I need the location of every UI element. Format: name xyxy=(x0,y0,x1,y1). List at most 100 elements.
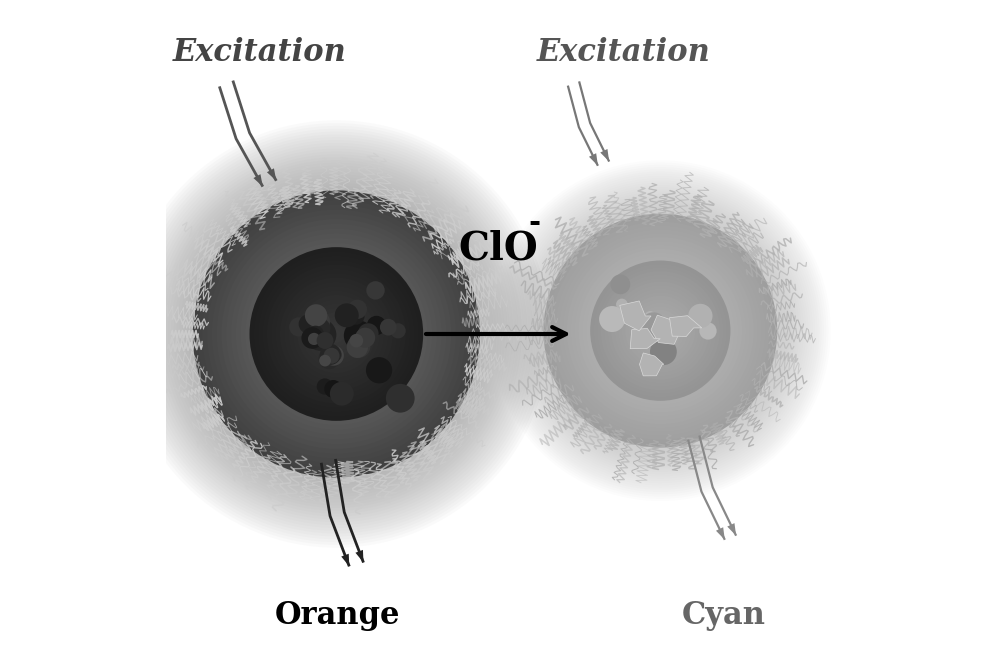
Circle shape xyxy=(590,261,730,401)
Text: Excitation: Excitation xyxy=(537,37,710,67)
Circle shape xyxy=(347,335,370,358)
Circle shape xyxy=(328,325,345,343)
Circle shape xyxy=(594,264,727,397)
Circle shape xyxy=(319,317,354,351)
Circle shape xyxy=(310,308,362,360)
Text: Cyan: Cyan xyxy=(682,601,766,631)
Circle shape xyxy=(324,380,342,398)
Polygon shape xyxy=(267,168,276,181)
Circle shape xyxy=(320,344,341,365)
Circle shape xyxy=(299,315,318,333)
Circle shape xyxy=(386,384,415,413)
Circle shape xyxy=(332,330,341,339)
Circle shape xyxy=(646,317,674,345)
Circle shape xyxy=(616,299,628,310)
Circle shape xyxy=(598,269,723,393)
Circle shape xyxy=(198,195,475,473)
Circle shape xyxy=(347,337,368,358)
Circle shape xyxy=(306,313,317,324)
Circle shape xyxy=(258,256,414,412)
Circle shape xyxy=(263,261,410,407)
Circle shape xyxy=(310,318,330,339)
Polygon shape xyxy=(716,527,725,540)
Circle shape xyxy=(350,334,363,347)
Circle shape xyxy=(348,300,367,319)
Circle shape xyxy=(367,316,386,335)
Text: Excitation: Excitation xyxy=(173,37,346,67)
Circle shape xyxy=(301,327,323,349)
Circle shape xyxy=(317,332,333,349)
Circle shape xyxy=(345,305,362,322)
Circle shape xyxy=(250,247,423,421)
Polygon shape xyxy=(589,153,598,166)
Circle shape xyxy=(274,272,399,396)
Circle shape xyxy=(324,345,344,365)
Circle shape xyxy=(269,267,403,401)
Polygon shape xyxy=(640,353,664,376)
Circle shape xyxy=(344,321,374,351)
Polygon shape xyxy=(727,523,736,536)
Circle shape xyxy=(280,278,393,390)
Polygon shape xyxy=(651,315,681,344)
Circle shape xyxy=(629,299,691,362)
Circle shape xyxy=(555,226,766,436)
Circle shape xyxy=(241,238,432,430)
Circle shape xyxy=(650,320,671,341)
Circle shape xyxy=(348,308,365,325)
Circle shape xyxy=(265,263,408,406)
Circle shape xyxy=(543,214,777,448)
Circle shape xyxy=(342,307,355,320)
Text: -: - xyxy=(529,208,541,237)
Circle shape xyxy=(355,327,375,348)
Polygon shape xyxy=(600,149,609,162)
Circle shape xyxy=(304,319,336,351)
Polygon shape xyxy=(630,329,660,349)
Circle shape xyxy=(255,253,418,415)
Circle shape xyxy=(250,248,423,420)
Circle shape xyxy=(582,253,738,409)
Circle shape xyxy=(207,205,466,464)
Circle shape xyxy=(307,326,324,342)
Polygon shape xyxy=(253,174,263,186)
Circle shape xyxy=(366,281,385,299)
Circle shape xyxy=(340,305,354,319)
Circle shape xyxy=(305,304,327,327)
Circle shape xyxy=(578,249,742,413)
Circle shape xyxy=(303,301,370,367)
Circle shape xyxy=(563,233,758,428)
Circle shape xyxy=(629,299,692,362)
Circle shape xyxy=(650,338,677,365)
Circle shape xyxy=(271,269,401,399)
Circle shape xyxy=(236,234,437,435)
Polygon shape xyxy=(341,554,349,566)
Circle shape xyxy=(633,303,688,358)
Circle shape xyxy=(390,323,406,339)
Circle shape xyxy=(571,241,750,420)
Circle shape xyxy=(611,282,709,380)
Circle shape xyxy=(604,275,716,387)
Circle shape xyxy=(636,306,685,355)
Circle shape xyxy=(656,327,664,335)
Circle shape xyxy=(245,243,427,425)
Circle shape xyxy=(599,306,625,332)
Circle shape xyxy=(688,304,713,328)
Circle shape xyxy=(625,296,695,366)
Polygon shape xyxy=(355,550,363,562)
Circle shape xyxy=(614,284,707,377)
Circle shape xyxy=(699,323,717,339)
Circle shape xyxy=(288,286,384,382)
Circle shape xyxy=(217,214,456,454)
Circle shape xyxy=(617,288,703,373)
Circle shape xyxy=(615,285,706,376)
Circle shape xyxy=(322,320,351,349)
Circle shape xyxy=(653,323,668,339)
Circle shape xyxy=(315,313,358,355)
Circle shape xyxy=(657,327,664,334)
Circle shape xyxy=(590,261,730,401)
Circle shape xyxy=(602,273,719,389)
Circle shape xyxy=(312,331,326,345)
Circle shape xyxy=(632,303,688,359)
Circle shape xyxy=(267,265,406,403)
Circle shape xyxy=(212,210,461,458)
Polygon shape xyxy=(620,301,651,331)
